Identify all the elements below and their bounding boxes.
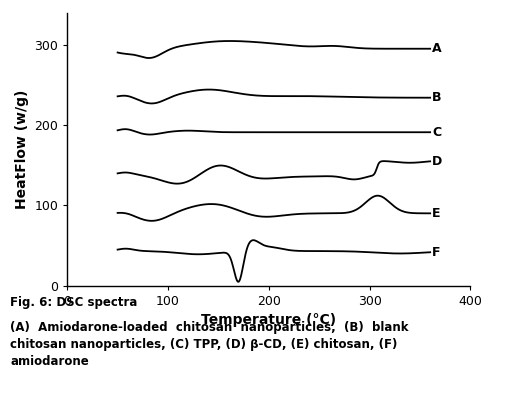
Text: C: C (432, 126, 442, 139)
X-axis label: Temperature (°C): Temperature (°C) (201, 313, 337, 327)
Text: D: D (432, 155, 443, 168)
Text: F: F (432, 246, 440, 259)
Text: B: B (432, 91, 442, 104)
Y-axis label: HeatFlow (w/g): HeatFlow (w/g) (15, 89, 29, 209)
Text: E: E (432, 207, 440, 220)
Text: A: A (432, 42, 442, 55)
Text: Fig. 6: DSC spectra: Fig. 6: DSC spectra (10, 296, 138, 309)
Text: (A)  Amiodarone-loaded  chitosan  nanoparticles,  (B)  blank
chitosan nanopartic: (A) Amiodarone-loaded chitosan nanoparti… (10, 321, 409, 368)
